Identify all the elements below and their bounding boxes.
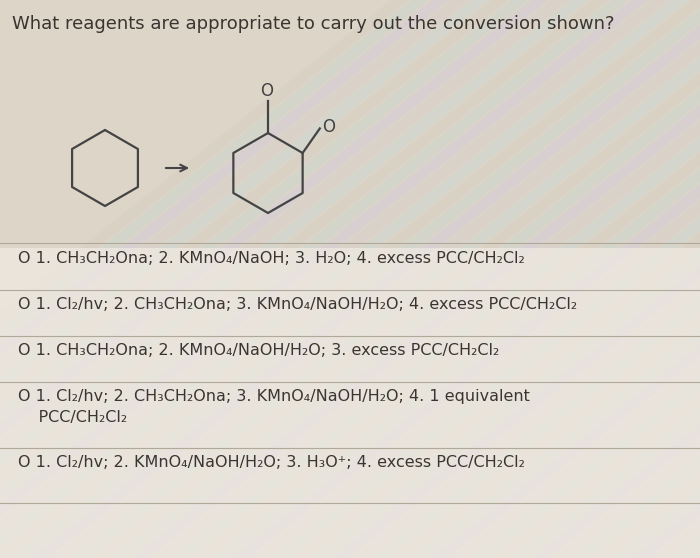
Bar xyxy=(0,248,700,558)
Text: O 1. CH₃CH₂Ona; 2. KMnO₄/NaOH/H₂O; 3. excess PCC/CH₂Cl₂: O 1. CH₃CH₂Ona; 2. KMnO₄/NaOH/H₂O; 3. ex… xyxy=(18,343,499,358)
Text: O 1. CH₃CH₂Ona; 2. KMnO₄/NaOH; 3. H₂O; 4. excess PCC/CH₂Cl₂: O 1. CH₃CH₂Ona; 2. KMnO₄/NaOH; 3. H₂O; 4… xyxy=(18,251,525,266)
Text: O: O xyxy=(260,82,274,100)
Text: O: O xyxy=(322,118,335,136)
Text: What reagents are appropriate to carry out the conversion shown?: What reagents are appropriate to carry o… xyxy=(12,15,615,33)
Text: O 1. Cl₂/hv; 2. CH₃CH₂Ona; 3. KMnO₄/NaOH/H₂O; 4. 1 equivalent
    PCC/CH₂Cl₂: O 1. Cl₂/hv; 2. CH₃CH₂Ona; 3. KMnO₄/NaOH… xyxy=(18,389,530,425)
Text: O 1. Cl₂/hv; 2. KMnO₄/NaOH/H₂O; 3. H₃O⁺; 4. excess PCC/CH₂Cl₂: O 1. Cl₂/hv; 2. KMnO₄/NaOH/H₂O; 3. H₃O⁺;… xyxy=(18,455,525,470)
Text: O 1. Cl₂/hv; 2. CH₃CH₂Ona; 3. KMnO₄/NaOH/H₂O; 4. excess PCC/CH₂Cl₂: O 1. Cl₂/hv; 2. CH₃CH₂Ona; 3. KMnO₄/NaOH… xyxy=(18,297,577,312)
